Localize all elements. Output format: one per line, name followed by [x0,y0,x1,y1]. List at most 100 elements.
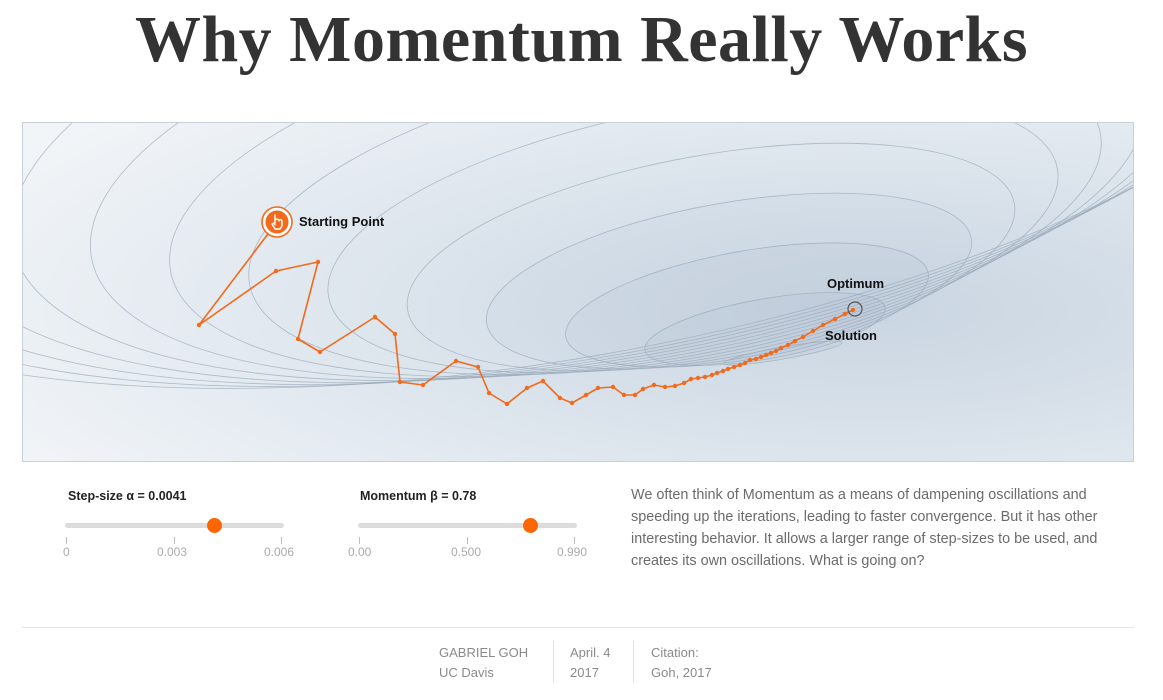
iterate-point [773,348,779,354]
iterate-point [725,366,731,372]
citation-block: Citation: Goh, 2017 [651,643,712,683]
iterate-point [196,322,202,328]
momentum-tick-label: 0.990 [557,545,588,559]
contour-line [23,123,1133,381]
iterate-point [524,385,530,391]
iterate-point [832,316,838,322]
iterate-point [632,392,638,398]
optimization-path [196,221,856,407]
iterate-point [714,370,720,376]
contour-line [485,192,973,370]
iterate-point [758,354,764,360]
contour-line [248,123,1102,376]
momentum-visualization[interactable]: Optimum Solution Starting Point [22,122,1134,462]
plot-background [23,123,1133,461]
momentum-label: Momentum β = 0.78 [360,489,477,503]
iterate-point [486,390,492,396]
contour-lines [23,123,1133,389]
iterate-point [747,357,753,363]
iterate-point [731,364,737,370]
solution-label: Solution [825,328,877,343]
intro-paragraph: We often think of Momentum as a means of… [631,487,1098,569]
iterate-point [742,360,748,366]
iterate-point [640,386,646,392]
citation-link[interactable]: Goh, 2017 [651,665,712,680]
iterate-point [778,345,784,351]
iterate-point [651,382,657,388]
iterate-point [475,364,481,370]
optimum-marker [847,301,863,317]
step-size-slider-thumb[interactable] [207,518,223,533]
iterate-point [583,392,589,398]
iterate-point [557,395,563,401]
publish-year: 2017 [570,665,599,680]
contour-line [169,123,1133,378]
hand-pointer-icon [271,214,283,230]
iterate-point [420,382,426,388]
contour-line [406,142,1016,372]
contour-line [23,123,1133,387]
starting-point-handle[interactable] [261,206,293,238]
iterate-point [695,375,701,381]
contour-line [327,123,1059,374]
iterate-point [453,358,459,364]
iterate-point [850,307,856,313]
step-size-tick-label: 0 [63,545,70,559]
step-size-tick-label: 0.006 [264,545,295,559]
iterate-point [720,368,726,374]
author-block: GABRIEL GOH UC Davis [439,643,528,683]
step-size-label: Step-size α = 0.0041 [68,489,187,503]
iterate-point [315,259,321,265]
contour-line [89,123,1133,379]
momentum-tick [359,537,360,544]
iterate-point [702,374,708,380]
optimum-label: Optimum [827,276,884,291]
iterate-point [662,384,668,390]
momentum-tick-label: 0.500 [451,545,482,559]
step-size-tick [174,537,175,544]
iterate-point [621,392,627,398]
step-size-slider-track[interactable] [65,523,284,528]
step-size-tick [281,537,282,544]
momentum-slider-thumb[interactable] [523,518,539,533]
author-affiliation: UC Davis [439,665,494,680]
iterate-point [763,352,769,358]
date-block: April. 4 2017 [570,643,610,683]
step-size-tick-label: 0.003 [157,545,188,559]
iterate-point [317,349,323,355]
contour-line [23,123,1133,385]
momentum-tick-label: 0.00 [348,545,372,559]
contour-line [23,123,1133,383]
iterate-point [540,378,546,384]
iterate-point [842,311,848,317]
iterate-point [392,331,398,337]
iterate-point [610,384,616,390]
step-size-tick [66,537,67,544]
iterate-point [688,376,694,382]
iterate-point [785,342,791,348]
article-title: Why Momentum Really Works [134,3,1029,76]
iterate-point [397,379,403,385]
iterate-point [709,372,715,378]
footer-divider [22,627,1134,628]
contour-line [23,123,1133,389]
byline-separator [633,641,634,683]
iterate-point [372,314,378,320]
starting-point-label: Starting Point [299,214,385,229]
iterate-point [295,336,301,342]
iterate-point [672,383,678,389]
iterate-point [810,328,816,334]
contour-plot[interactable]: Optimum Solution Starting Point [23,123,1134,462]
publish-date: April. 4 [570,645,611,660]
iterate-point [595,385,601,391]
iterate-point [753,356,759,362]
iterate-point [681,380,687,386]
iterate-point [792,338,798,344]
iterate-point [800,334,806,340]
momentum-slider-track[interactable] [358,523,577,528]
author-name: GABRIEL GOH [439,645,529,660]
iterate-point [820,322,826,328]
momentum-tick [574,537,575,544]
momentum-tick [467,537,468,544]
iterate-point [504,401,510,407]
